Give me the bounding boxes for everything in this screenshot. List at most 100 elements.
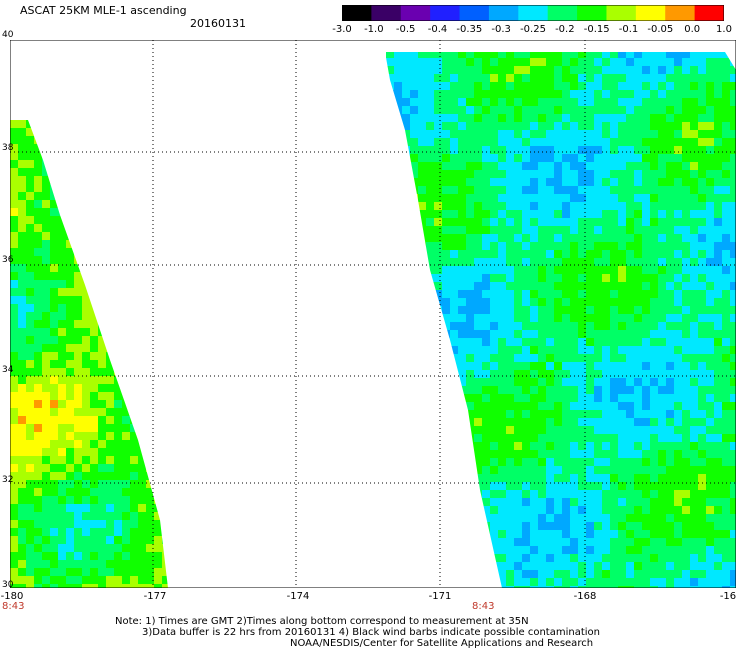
swath-cell [546,258,554,266]
swath-cell [386,90,394,98]
swath-cell [698,138,706,146]
swath-cell [530,106,538,114]
swath-cell [690,570,698,578]
swath-cell [90,528,98,536]
swath-cell [506,266,514,274]
swath-cell [538,274,546,282]
swath-cell [546,282,554,290]
swath-cell [386,554,394,562]
swath-cell [546,394,554,402]
swath-cell [690,154,698,162]
swath-cell [594,354,602,362]
swath-cell [386,322,394,330]
swath-cell [122,176,130,184]
swath-cell [490,90,498,98]
swath-cell [714,346,722,354]
swath-cell [450,466,458,474]
swath-cell [66,384,74,392]
swath-cell [114,200,122,208]
swath-cell [42,384,50,392]
swath-cell [10,392,18,400]
swath-cell [674,274,682,282]
swath-cell [722,218,730,226]
swath-cell [410,394,418,402]
swath-cell [394,290,402,298]
swath-cell [402,58,410,66]
swath-cell [642,162,650,170]
swath-cell [386,162,394,170]
swath-cell [410,186,418,194]
swath-cell [130,568,138,576]
swath-cell [618,218,626,226]
swath-cell [10,520,18,528]
swath-cell [618,474,626,482]
swath-cell [26,480,34,488]
swath-cell [34,312,42,320]
swath-cell [410,570,418,578]
swath-cell [602,66,610,74]
swath-cell [698,578,706,586]
swath-cell [698,410,706,418]
swath-cell [626,386,634,394]
swath-cell [450,154,458,162]
swath-cell [514,450,522,458]
swath-cell [730,434,736,442]
swath-cell [682,210,690,218]
swath-cell [458,538,466,546]
swath-cell [450,58,458,66]
swath-cell [498,554,506,562]
swath-cell [162,288,168,296]
swath-cell [18,472,26,480]
swath-cell [386,290,394,298]
swath-cell [138,392,146,400]
swath-cell [602,258,610,266]
swath-cell [642,562,650,570]
swath-cell [402,570,410,578]
swath-cell [154,168,162,176]
colorbar-cell [577,5,607,21]
swath-cell [82,328,90,336]
swath-cell [642,154,650,162]
swath-cell [546,570,554,578]
swath-cell [442,202,450,210]
swath-cell [594,338,602,346]
swath-cell [650,186,658,194]
swath-cell [610,458,618,466]
swath-cell [506,162,514,170]
swath-cell [730,466,736,474]
swath-cell [106,408,114,416]
swath-cell [602,98,610,106]
swath-cell [138,128,146,136]
swath-cell [506,218,514,226]
swath-cell [634,234,642,242]
swath-cell [602,146,610,154]
swath-cell [58,528,66,536]
swath-cell [586,98,594,106]
swath-cell [586,522,594,530]
swath-cell [594,442,602,450]
swath-cell [602,274,610,282]
swath-cell [538,250,546,258]
swath-cell [666,186,674,194]
swath-cell [386,442,394,450]
swath-cell [650,346,658,354]
swath-cell [658,66,666,74]
swath-cell [66,128,74,136]
swath-cell [154,288,162,296]
swath-cell [434,98,442,106]
swath-cell [618,266,626,274]
swath-cell [682,354,690,362]
swath-cell [450,410,458,418]
swath-cell [442,498,450,506]
swath-cell [714,386,722,394]
swath-cell [434,506,442,514]
swath-cell [634,418,642,426]
swath-cell [394,98,402,106]
swath-cell [442,274,450,282]
swath-cell [730,226,736,234]
swath-cell [26,288,34,296]
swath-cell [402,162,410,170]
swath-cell [410,346,418,354]
swath-cell [570,138,578,146]
swath-cell [570,434,578,442]
